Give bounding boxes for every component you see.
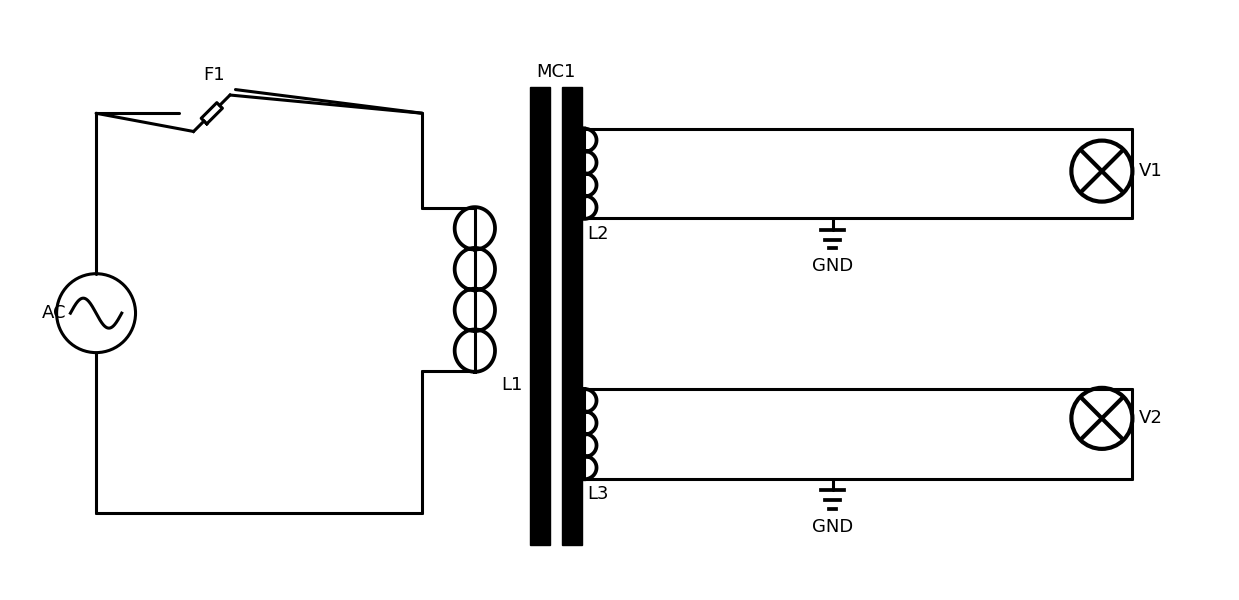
Text: MC1: MC1 — [536, 62, 576, 80]
Text: GND: GND — [812, 257, 854, 275]
Text: L2: L2 — [587, 225, 608, 243]
Text: GND: GND — [812, 518, 854, 536]
Text: L3: L3 — [587, 485, 608, 503]
Text: V2: V2 — [1139, 409, 1162, 427]
Text: AC: AC — [42, 304, 66, 322]
Bar — [530, 87, 550, 545]
Text: L1: L1 — [501, 376, 523, 394]
Bar — [561, 87, 581, 545]
Text: F1: F1 — [203, 67, 225, 85]
Text: V1: V1 — [1139, 162, 1162, 180]
